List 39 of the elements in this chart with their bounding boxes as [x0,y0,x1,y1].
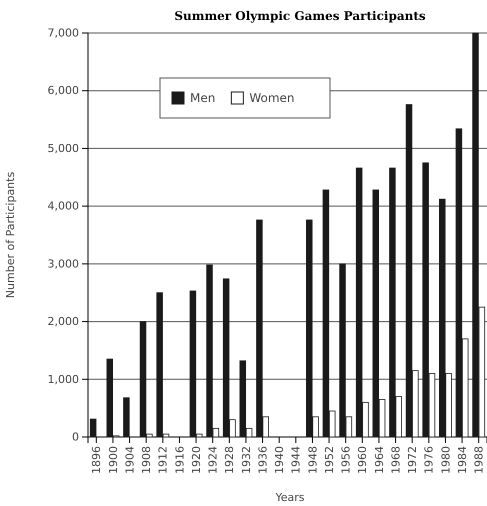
x-tick-label: 1960 [356,446,370,474]
x-tick-label: 1968 [389,446,402,474]
chart-title: Summer Olympic Games Participants [174,9,426,23]
x-tick-label: 1928 [223,446,236,474]
x-tick-label: 1940 [273,446,286,474]
y-tick-label: 3,000 [48,257,79,270]
x-tick-label: 1896 [90,446,104,474]
x-tick-label: 1952 [322,446,336,474]
y-tick-label: 7,000 [48,26,79,40]
x-tick-label: 1984 [456,446,469,474]
x-tick-label: 1916 [173,446,186,474]
bar [90,418,96,438]
x-tick-label: 1964 [372,446,386,474]
x-tick-label: 1980 [439,446,452,474]
x-tick-label: 1920 [190,446,203,474]
x-tick-label: 1976 [422,446,436,474]
y-tick-label: 4,000 [48,200,79,213]
x-tick-label: 1904 [123,446,136,474]
y-tick-label: 0 [72,430,79,444]
x-tick-label: 1972 [406,446,420,474]
x-tick-label: 1908 [140,446,154,474]
x-tick-label: 1948 [306,446,320,474]
bar [123,397,130,438]
y-tick-label: 1,000 [48,372,79,386]
x-tick-label: 1988 [472,446,486,474]
y-tick-label: 6,000 [48,84,79,98]
x-tick-label: 1956 [340,446,353,474]
x-tick-label: 1936 [256,446,270,474]
x-tick-label: 1932 [240,446,253,474]
y-tick-label: 5,000 [48,142,79,155]
x-tick-label: 1944 [290,446,303,474]
x-tick-label: 1924 [206,446,220,474]
legend-label: Women [249,91,295,105]
y-tick-label: 2,000 [48,315,79,328]
y-axis-title: Number of Participants [4,172,17,298]
x-axis-title: Years [274,491,305,504]
legend-label: Men [190,91,216,105]
x-tick-label: 1912 [156,446,170,474]
x-tick-label: 1900 [106,446,120,474]
